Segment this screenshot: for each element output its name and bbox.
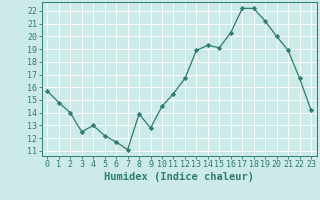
X-axis label: Humidex (Indice chaleur): Humidex (Indice chaleur)	[104, 172, 254, 182]
